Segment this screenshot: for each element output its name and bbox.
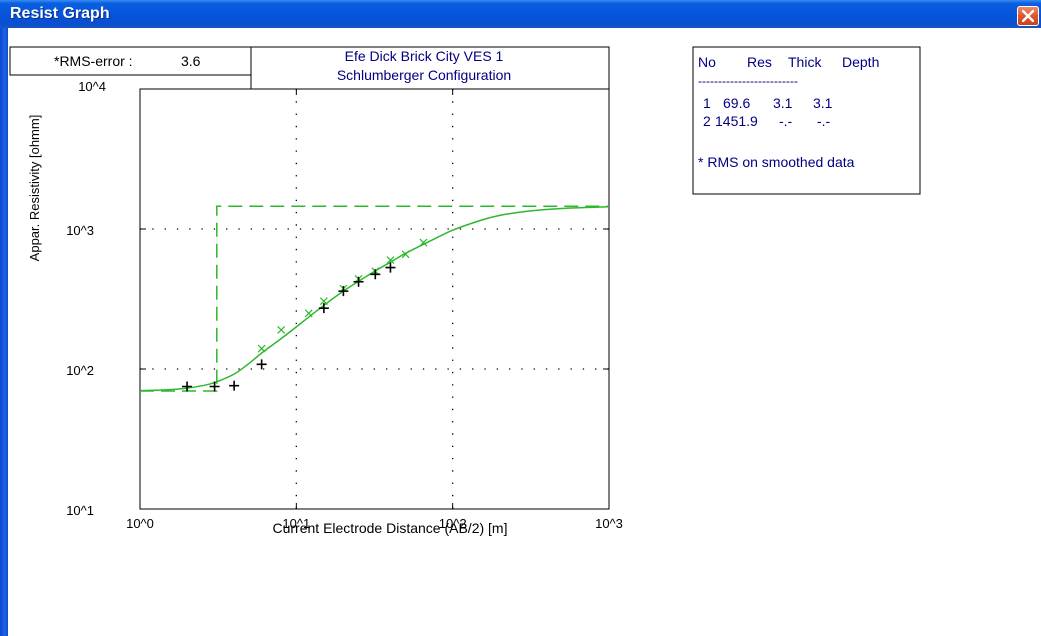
observed-point — [229, 380, 240, 391]
y-axis-label: Appar. Resistivity [ohmm] — [27, 115, 42, 262]
smoothed-point — [319, 297, 328, 306]
observed-point — [318, 303, 329, 314]
y-tick-label: 10^4 — [78, 79, 106, 94]
rms-value: 3.6 — [181, 53, 201, 69]
layer-table — [692, 46, 921, 195]
smoothed-point — [401, 250, 410, 259]
y-tick-label: 10^1 — [66, 503, 94, 518]
table-cell: 2 — [703, 113, 711, 129]
x-tick-label: 10^3 — [595, 516, 623, 531]
table-cell: 1451.9 — [715, 113, 758, 129]
y-tick-label: 10^2 — [66, 363, 94, 378]
observed-point — [338, 286, 349, 297]
observed-point — [256, 359, 267, 370]
close-button[interactable] — [1017, 6, 1039, 26]
table-cell: 3.1 — [813, 95, 833, 111]
table-header-thick: Thick — [788, 54, 822, 70]
chart-subtitle: Schlumberger Configuration — [337, 67, 511, 83]
graph-area: *RMS-error : 3.6 Efe Dick Brick City VES… — [8, 28, 1041, 636]
grid-lines — [140, 89, 609, 509]
table-note: * RMS on smoothed data — [698, 154, 855, 170]
table-header-no: No — [698, 54, 716, 70]
smoothed-point — [304, 309, 313, 318]
table-cell: -.- — [817, 113, 831, 129]
table-cell: 1 — [703, 95, 711, 111]
smoothed-point — [419, 238, 428, 247]
observed-point — [370, 269, 381, 280]
rms-box — [9, 46, 252, 76]
x-axis-label: Current Electrode Distance (AB/2) [m] — [273, 520, 508, 536]
table-header-res: Res — [747, 54, 772, 70]
observed-point — [385, 262, 396, 273]
x-tick-label: 10^1 — [282, 516, 310, 531]
observed-point — [209, 381, 220, 392]
smoothed-point — [257, 344, 266, 353]
chart-title: Efe Dick Brick City VES 1 — [345, 48, 504, 64]
table-separator: ------------------------- — [698, 74, 798, 88]
x-tick-label: 10^0 — [126, 516, 154, 531]
window-frame-left — [0, 28, 8, 636]
observed-point — [353, 276, 364, 287]
axis-ticks — [140, 89, 609, 509]
y-tick-label: 10^3 — [66, 223, 94, 238]
plot-frame — [139, 88, 610, 510]
title-bar[interactable]: Resist Graph — [0, 0, 1041, 28]
observed-data-points — [182, 262, 396, 392]
table-cell: -.- — [779, 113, 793, 129]
layer-model-line — [140, 205, 609, 392]
table-header-depth: Depth — [842, 54, 879, 70]
close-icon — [1022, 10, 1034, 22]
table-cell: 3.1 — [773, 95, 793, 111]
x-tick-label: 10^2 — [439, 516, 467, 531]
window-title: Resist Graph — [10, 5, 110, 22]
resist-graph: *RMS-error : 3.6 Efe Dick Brick City VES… — [9, 46, 921, 536]
smoothed-point — [277, 326, 286, 334]
calculated-curve — [139, 206, 610, 392]
rms-label: *RMS-error : — [54, 53, 133, 69]
table-cell: 69.6 — [723, 95, 750, 111]
smoothed-point — [386, 256, 395, 264]
observed-point — [182, 381, 193, 392]
